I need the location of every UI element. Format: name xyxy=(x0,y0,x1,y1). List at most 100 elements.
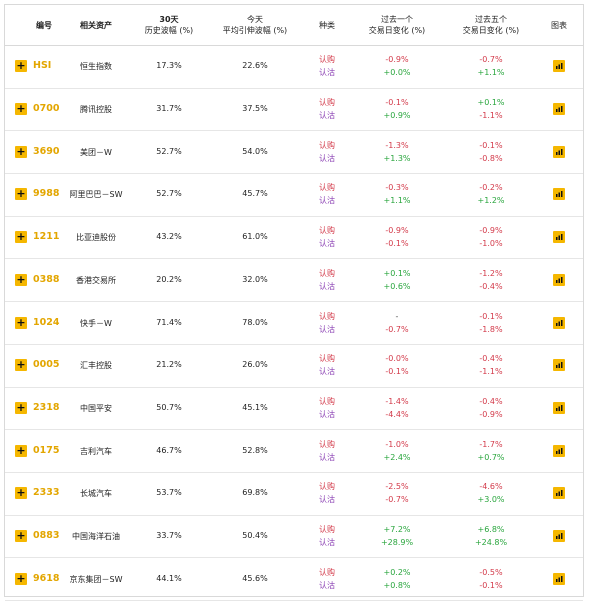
one-day-change: -0.9% -0.1% xyxy=(357,224,437,250)
bar-chart-icon[interactable] xyxy=(553,530,565,543)
bar-chart-glyph xyxy=(556,490,563,497)
one-day-put-change: -0.1% xyxy=(385,239,409,249)
five-day-change: -0.1% -0.8% xyxy=(451,139,531,165)
table-row: + 1024 快手－W 71.4% 78.0% 认购 认沽 - -0.7% -0… xyxy=(5,301,583,345)
asset-code[interactable]: 0883 xyxy=(33,530,60,542)
expand-plus-icon[interactable]: + xyxy=(15,571,27,585)
call-label: 认购 xyxy=(319,311,335,321)
asset-code[interactable]: 2318 xyxy=(33,401,60,413)
header-5day-change: 过去五个 交易日变化 (%) xyxy=(462,15,520,35)
implied-vol-value: 52.8% xyxy=(242,445,268,455)
asset-code[interactable]: 0175 xyxy=(33,444,60,456)
one-day-call-change: +7.2% xyxy=(383,525,411,535)
one-day-change: -0.9% +0.0% xyxy=(357,53,437,79)
historical-vol-value: 21.2% xyxy=(156,360,182,370)
asset-code[interactable]: 9988 xyxy=(33,188,60,200)
one-day-call-change: -1.3% xyxy=(385,140,409,150)
asset-code[interactable]: 9618 xyxy=(33,572,60,584)
one-day-call-change: - xyxy=(395,311,399,321)
put-label: 认沽 xyxy=(319,367,335,377)
one-day-call-change: -2.5% xyxy=(385,482,409,492)
asset-code[interactable]: 0005 xyxy=(33,359,60,371)
five-day-call-change: -4.6% xyxy=(479,482,503,492)
call-label: 认购 xyxy=(319,525,335,535)
expand-plus-icon[interactable]: + xyxy=(15,187,27,201)
implied-vol-value: 45.7% xyxy=(242,189,268,199)
asset-code[interactable]: 1024 xyxy=(33,316,60,328)
implied-vol-value: 45.6% xyxy=(242,573,268,583)
bar-chart-icon[interactable] xyxy=(553,188,565,201)
bar-chart-icon[interactable] xyxy=(553,316,565,329)
bar-chart-icon[interactable] xyxy=(553,231,565,244)
implied-vol-value: 50.4% xyxy=(242,531,268,541)
asset-name: 恒生指数 xyxy=(80,62,112,72)
table-row: + 0883 中国海洋石油 33.7% 50.4% 认购 认沽 +7.2% +2… xyxy=(5,515,583,559)
asset-name: 吉利汽车 xyxy=(80,446,112,456)
expand-plus-icon[interactable]: + xyxy=(15,144,27,158)
historical-vol-value: 20.2% xyxy=(156,274,182,284)
one-day-change: - -0.7% xyxy=(357,310,437,336)
historical-vol-value: 33.7% xyxy=(156,531,182,541)
bar-chart-icon[interactable] xyxy=(553,487,565,500)
five-day-put-change: -0.4% xyxy=(479,281,503,291)
volatility-table: 编号 相关资产 30天 历史波幅 (%) 今天 平均引伸波幅 (%) 种类 过去… xyxy=(4,4,584,602)
bar-chart-icon[interactable] xyxy=(553,103,565,116)
kind-labels: 认购 认沽 xyxy=(313,352,341,378)
expand-plus-icon[interactable]: + xyxy=(15,102,27,116)
one-day-change: -2.5% -0.7% xyxy=(357,480,437,506)
five-day-change: -0.1% -1.8% xyxy=(451,310,531,336)
bar-chart-icon[interactable] xyxy=(553,444,565,457)
five-day-change: -0.4% -1.1% xyxy=(451,352,531,378)
implied-vol-value: 78.0% xyxy=(242,317,268,327)
one-day-call-change: -0.1% xyxy=(385,98,409,108)
asset-code[interactable]: 2333 xyxy=(33,487,60,499)
expand-plus-icon[interactable]: + xyxy=(15,315,27,329)
asset-code[interactable]: HSI xyxy=(33,60,52,72)
asset-code[interactable]: 0388 xyxy=(33,273,60,285)
kind-labels: 认购 认沽 xyxy=(313,96,341,122)
bar-chart-glyph xyxy=(556,234,563,241)
implied-vol-value: 69.8% xyxy=(242,488,268,498)
bar-chart-icon[interactable] xyxy=(553,572,565,585)
one-day-put-change: +1.3% xyxy=(383,153,411,163)
expand-plus-icon[interactable]: + xyxy=(15,272,27,286)
expand-plus-icon[interactable]: + xyxy=(15,230,27,244)
historical-vol-value: 50.7% xyxy=(156,402,182,412)
bar-chart-glyph xyxy=(556,404,563,411)
table-row: + 3690 美团－W 52.7% 54.0% 认购 认沽 -1.3% +1.3… xyxy=(5,130,583,175)
expand-plus-icon[interactable]: + xyxy=(15,59,27,73)
put-label: 认沽 xyxy=(319,239,335,249)
asset-code[interactable]: 3690 xyxy=(33,145,60,157)
five-day-call-change: -0.4% xyxy=(479,354,503,364)
bar-chart-glyph xyxy=(556,447,563,454)
bar-chart-icon[interactable] xyxy=(553,359,565,372)
table-row: + 0388 香港交易所 20.2% 32.0% 认购 认沽 +0.1% +0.… xyxy=(5,259,583,303)
asset-name: 京东集团－SW xyxy=(69,574,123,584)
asset-name: 腾讯控股 xyxy=(80,105,112,115)
asset-code[interactable]: 0700 xyxy=(33,103,60,115)
put-label: 认沽 xyxy=(319,580,335,590)
bar-chart-icon[interactable] xyxy=(553,401,565,414)
bar-chart-icon[interactable] xyxy=(553,273,565,286)
call-label: 认购 xyxy=(319,226,335,236)
five-day-put-change: -0.8% xyxy=(479,153,503,163)
bar-chart-glyph xyxy=(556,63,563,70)
expand-plus-icon[interactable]: + xyxy=(15,400,27,414)
call-label: 认购 xyxy=(319,55,335,65)
asset-code[interactable]: 1211 xyxy=(33,231,60,243)
implied-vol-value: 32.0% xyxy=(242,274,268,284)
one-day-put-change: +0.0% xyxy=(383,68,411,78)
expand-plus-icon[interactable]: + xyxy=(15,358,27,372)
implied-vol-value: 37.5% xyxy=(242,104,268,114)
bar-chart-icon[interactable] xyxy=(553,60,565,73)
header-implied-vol: 今天 平均引伸波幅 (%) xyxy=(222,15,288,35)
bar-chart-icon[interactable] xyxy=(553,145,565,158)
historical-vol-value: 52.7% xyxy=(156,146,182,156)
expand-plus-icon[interactable]: + xyxy=(15,443,27,457)
five-day-call-change: -0.5% xyxy=(479,567,503,577)
put-label: 认沽 xyxy=(319,196,335,206)
expand-plus-icon[interactable]: + xyxy=(15,529,27,543)
one-day-call-change: +0.2% xyxy=(383,567,411,577)
one-day-change: +7.2% +28.9% xyxy=(357,523,437,549)
expand-plus-icon[interactable]: + xyxy=(15,486,27,500)
